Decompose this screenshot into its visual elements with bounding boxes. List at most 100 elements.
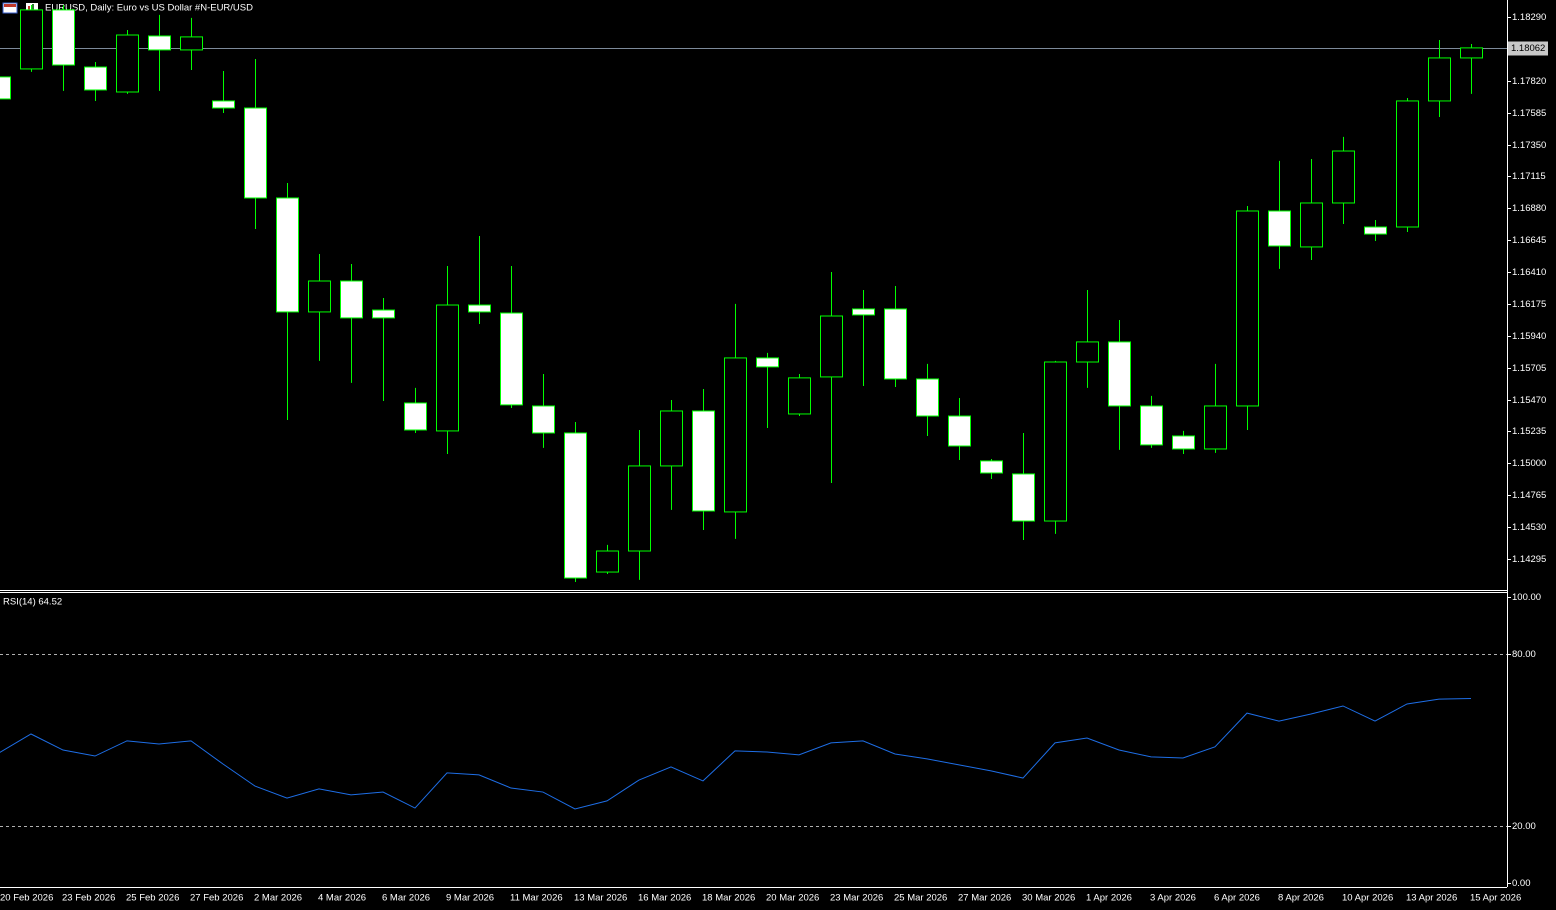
x-tick-label: 11 Mar 2026: [510, 893, 563, 904]
x-tick-label: 1 Apr 2026: [1086, 893, 1132, 904]
x-tick-label: 20 Feb 2026: [0, 893, 53, 904]
candle-body: [1204, 405, 1227, 450]
x-tick-label: 30 Mar 2026: [1022, 893, 1075, 904]
candle-body: [596, 550, 619, 573]
candle-body: [20, 9, 43, 70]
x-tick-label: 6 Mar 2026: [382, 893, 430, 904]
x-tick-label: 2 Mar 2026: [254, 893, 302, 904]
y-tick-label: 1.17820: [1512, 76, 1546, 87]
candle-body: [692, 410, 715, 512]
candle-body: [372, 309, 395, 319]
candle-body: [948, 415, 971, 447]
y-tick-label: 1.16175: [1512, 299, 1546, 310]
y-tick-label: 1.17585: [1512, 108, 1546, 119]
candle-body: [1044, 361, 1067, 522]
candle-body: [1332, 150, 1355, 204]
candle-body: [1396, 100, 1419, 228]
x-tick-label: 6 Apr 2026: [1214, 893, 1260, 904]
candle-body: [1140, 405, 1163, 446]
y-tick-label: 1.14530: [1512, 522, 1546, 533]
x-tick-label: 9 Mar 2026: [446, 893, 494, 904]
candle-body: [308, 280, 331, 313]
candle-body: [1076, 341, 1099, 363]
candle-body: [52, 9, 75, 66]
candle-body: [1364, 226, 1387, 235]
candle-body: [180, 36, 203, 51]
x-tick-label: 8 Apr 2026: [1278, 893, 1324, 904]
candle-body: [1012, 473, 1035, 522]
x-tick-label: 23 Mar 2026: [830, 893, 883, 904]
x-tick-label: 25 Mar 2026: [894, 893, 947, 904]
y-tick-label: 1.16645: [1512, 235, 1546, 246]
candle-body: [500, 312, 523, 406]
x-tick-label: 4 Mar 2026: [318, 893, 366, 904]
icon: [2, 2, 18, 14]
x-tick-label: 23 Feb 2026: [62, 893, 115, 904]
y-tick-label: 1.17350: [1512, 140, 1546, 151]
candle-body: [84, 66, 107, 91]
candle-body: [1268, 210, 1291, 247]
x-tick-label: 27 Mar 2026: [958, 893, 1011, 904]
icon: [32, 4, 34, 12]
candle-body: [0, 76, 11, 100]
candle-body: [1172, 435, 1195, 450]
x-tick-label: 20 Mar 2026: [766, 893, 819, 904]
rsi-line: [0, 697, 1472, 810]
y-tick-label: 80.00: [1512, 649, 1536, 660]
y-tick-label: 1.14295: [1512, 554, 1546, 565]
y-tick-label: 1.16410: [1512, 267, 1546, 278]
candle-body: [564, 432, 587, 579]
x-tick-label: 10 Apr 2026: [1342, 893, 1393, 904]
x-tick-label: 13 Apr 2026: [1406, 893, 1457, 904]
candle-body: [340, 280, 363, 319]
candle-body: [1300, 202, 1323, 248]
y-tick-label: 1.14765: [1512, 490, 1546, 501]
candle-body: [756, 357, 779, 368]
x-tick-label: 27 Feb 2026: [190, 893, 243, 904]
candle-body: [212, 100, 235, 109]
y-tick-label: 1.15705: [1512, 363, 1546, 374]
y-tick-label: 1.15235: [1512, 426, 1546, 437]
x-tick-label: 13 Mar 2026: [574, 893, 627, 904]
y-tick-label: 1.16880: [1512, 203, 1546, 214]
candle-body: [788, 377, 811, 415]
chart-header: EURUSD, Daily: Euro vs US Dollar #N-EUR/…: [45, 3, 253, 14]
price-label: 1.18062: [1511, 43, 1545, 54]
candle-body: [628, 465, 651, 552]
y-tick-label: 100.00: [1512, 592, 1541, 603]
candle-body: [852, 308, 875, 316]
candle-body: [1460, 47, 1483, 59]
candle-body: [148, 35, 171, 51]
x-tick-label: 18 Mar 2026: [702, 893, 755, 904]
candle-body: [820, 315, 843, 378]
candle-body: [660, 410, 683, 467]
candle-body: [1108, 341, 1131, 407]
y-tick-label: 20.00: [1512, 821, 1536, 832]
candle-body: [1428, 57, 1451, 102]
candle-body: [404, 402, 427, 431]
x-tick-label: 3 Apr 2026: [1150, 893, 1196, 904]
candle-body: [980, 460, 1003, 474]
candle-body: [1236, 210, 1259, 407]
candle-body: [916, 378, 939, 417]
candle-body: [276, 197, 299, 313]
candle-body: [884, 308, 907, 380]
icon: [28, 6, 30, 12]
candle-body: [468, 304, 491, 313]
y-tick-label: 0.00: [1512, 878, 1531, 889]
candle-body: [244, 107, 267, 199]
price-label-box: [1508, 41, 1548, 56]
candle-body: [532, 405, 555, 434]
candle-body: [724, 357, 747, 513]
y-tick-label: 1.15470: [1512, 395, 1546, 406]
y-tick-label: 1.15940: [1512, 331, 1546, 342]
y-tick-label: 1.17115: [1512, 171, 1546, 182]
icon: [4, 4, 16, 7]
y-tick-label: 1.18290: [1512, 12, 1546, 23]
y-tick-label: 1.15000: [1512, 458, 1546, 469]
candle-body: [116, 34, 139, 93]
x-tick-label: 25 Feb 2026: [126, 893, 179, 904]
